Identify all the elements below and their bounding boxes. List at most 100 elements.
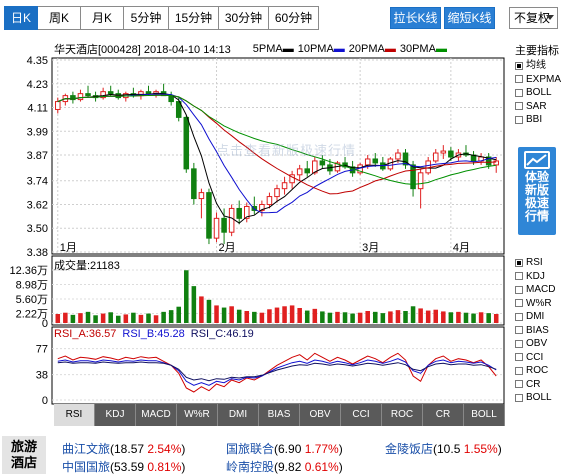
promo-line-4: 行情 bbox=[524, 209, 549, 223]
indicator-tab-rsi[interactable]: RSI bbox=[54, 404, 95, 426]
related-stock-0[interactable]: 曲江文旅(18.57 2.54%) bbox=[62, 440, 185, 457]
main-indicator-bbi-4[interactable]: BBI bbox=[515, 113, 561, 127]
related-stock-2[interactable]: 金陵饭店(10.5 1.55%) bbox=[385, 440, 502, 457]
candle-body bbox=[440, 150, 447, 154]
candle-body bbox=[55, 101, 61, 110]
candle-body bbox=[312, 160, 318, 174]
main-indicator-label: EXPMA bbox=[526, 73, 561, 85]
indicator-tab-cci[interactable]: CCI bbox=[341, 404, 382, 426]
indicator-tab-dmi[interactable]: DMI bbox=[218, 404, 259, 426]
sub-indicator-obv-6[interactable]: OBV bbox=[515, 337, 555, 351]
volume-bar bbox=[63, 312, 68, 323]
price-axis-label: 4.11 bbox=[27, 103, 48, 115]
checkbox-icon[interactable] bbox=[515, 75, 523, 84]
checkbox-icon[interactable] bbox=[515, 353, 523, 362]
related-stock-val: (9.82 bbox=[274, 460, 305, 474]
new-version-promo[interactable]: 体验 新版 极速 行情 bbox=[518, 147, 556, 235]
related-stock-nm: 国旅联合 bbox=[226, 442, 275, 456]
sub-indicator-cci-7[interactable]: CCI bbox=[515, 351, 555, 365]
checkbox-icon[interactable] bbox=[515, 312, 523, 321]
main-indicator-boll-2[interactable]: BOLL bbox=[515, 86, 561, 100]
main-indicator-label: BBI bbox=[526, 114, 543, 125]
shorten-kline-button[interactable]: 缩短K线 bbox=[444, 7, 495, 29]
indicator-tab-obv[interactable]: OBV bbox=[300, 404, 341, 426]
candle-body bbox=[319, 160, 326, 166]
sub-indicator-rsi-0[interactable]: RSI bbox=[515, 256, 555, 270]
checkbox-icon[interactable] bbox=[515, 272, 523, 281]
checkbox-icon[interactable] bbox=[515, 61, 523, 70]
checkbox-icon[interactable] bbox=[515, 258, 523, 267]
related-stock-val: ) bbox=[338, 460, 343, 474]
checkbox-icon[interactable] bbox=[515, 339, 523, 348]
indicator-tab-boll[interactable]: BOLL bbox=[464, 404, 505, 426]
period-tab-3[interactable]: 5分钟 bbox=[124, 6, 169, 30]
related-stock-3[interactable]: 中国国旅(53.59 0.81%) bbox=[62, 458, 185, 474]
checkbox-icon[interactable] bbox=[515, 115, 523, 124]
indicator-tab-wr[interactable]: W%R bbox=[177, 404, 218, 426]
rsi-axis-label: 77 bbox=[36, 344, 48, 356]
period-tab-0[interactable]: 日K bbox=[4, 6, 38, 30]
lengthen-kline-button[interactable]: 拉长K线 bbox=[390, 7, 441, 29]
price-axis-label: 4.23 bbox=[27, 79, 48, 91]
checkbox-icon[interactable] bbox=[515, 380, 523, 389]
month-label: 3月 bbox=[362, 242, 379, 254]
month-label: 1月 bbox=[60, 242, 77, 254]
volume-bar bbox=[418, 308, 423, 323]
candle-body bbox=[85, 93, 91, 97]
checkbox-icon[interactable] bbox=[515, 285, 523, 294]
candle-body bbox=[100, 91, 106, 99]
main-indicator-sar-3[interactable]: SAR bbox=[515, 100, 561, 114]
period-tab-5[interactable]: 30分钟 bbox=[219, 6, 269, 30]
sub-indicator-dmi-4[interactable]: DMI bbox=[515, 310, 555, 324]
related-stock-4[interactable]: 岭南控股(9.82 0.61%) bbox=[226, 458, 343, 474]
indicator-tab-kdj[interactable]: KDJ bbox=[95, 404, 136, 426]
volume-title: 成交量:21183 bbox=[54, 260, 120, 272]
adjustment-select[interactable]: 不复权 bbox=[509, 7, 558, 29]
candle-body bbox=[296, 168, 303, 176]
related-stock-val: (18.57 bbox=[110, 442, 148, 456]
volume-axis-label: 0 bbox=[42, 318, 48, 330]
volume-bar bbox=[168, 310, 174, 323]
checkbox-icon[interactable] bbox=[515, 326, 523, 335]
watermark-text: 点击查看新版极速行情 bbox=[216, 143, 357, 158]
sub-indicator-bias-5[interactable]: BIAS bbox=[515, 324, 555, 338]
checkbox-icon[interactable] bbox=[515, 102, 523, 111]
candle-body bbox=[395, 152, 401, 160]
period-tab-4[interactable]: 15分钟 bbox=[169, 6, 219, 30]
indicator-tab-cr[interactable]: CR bbox=[423, 404, 464, 426]
sub-indicator-label: MACD bbox=[526, 284, 556, 295]
sub-indicator-cr-9[interactable]: CR bbox=[515, 378, 555, 392]
sector-label-text: 旅游酒店 bbox=[10, 439, 37, 470]
candle-body bbox=[168, 95, 174, 103]
checkbox-icon[interactable] bbox=[515, 393, 523, 402]
volume-axis-label: 2.22万 bbox=[16, 308, 48, 320]
indicator-tab-roc[interactable]: ROC bbox=[382, 404, 423, 426]
checkbox-icon[interactable] bbox=[515, 366, 523, 375]
checkbox-icon[interactable] bbox=[515, 299, 523, 308]
related-stock-pct: 0.81% bbox=[147, 460, 182, 474]
sub-indicator-wr-3[interactable]: W%R bbox=[515, 297, 555, 311]
related-stock-val: ) bbox=[338, 442, 343, 456]
period-tab-1[interactable]: 周K bbox=[38, 6, 81, 30]
related-stock-1[interactable]: 国旅联合(6.90 1.77%) bbox=[226, 440, 343, 457]
checkbox-icon[interactable] bbox=[515, 88, 523, 97]
price-axis-label: 3.99 bbox=[27, 126, 48, 138]
period-tab-2[interactable]: 月K bbox=[81, 6, 124, 30]
volume-axis-label: 12.36万 bbox=[9, 265, 48, 277]
price-axis-label: 3.62 bbox=[27, 199, 48, 211]
sub-indicator-boll-10[interactable]: BOLL bbox=[515, 391, 555, 405]
indicator-tab-macd[interactable]: MACD bbox=[136, 404, 177, 426]
related-stock-pct: 1.55% bbox=[463, 442, 498, 456]
sub-indicator-macd-2[interactable]: MACD bbox=[515, 283, 555, 297]
sub-indicator-kdj-1[interactable]: KDJ bbox=[515, 270, 555, 284]
volume-bar bbox=[221, 307, 227, 323]
main-indicator-title: 主要指标 bbox=[515, 45, 559, 57]
volume-bar bbox=[380, 313, 386, 323]
sub-indicator-roc-8[interactable]: ROC bbox=[515, 364, 555, 378]
main-indicator-expma-1[interactable]: EXPMA bbox=[515, 73, 561, 87]
volume-bar bbox=[463, 312, 469, 323]
indicator-tab-bias[interactable]: BIAS bbox=[259, 404, 300, 426]
period-tab-6[interactable]: 60分钟 bbox=[269, 6, 319, 30]
main-indicator--0[interactable]: 均线 bbox=[515, 59, 561, 73]
